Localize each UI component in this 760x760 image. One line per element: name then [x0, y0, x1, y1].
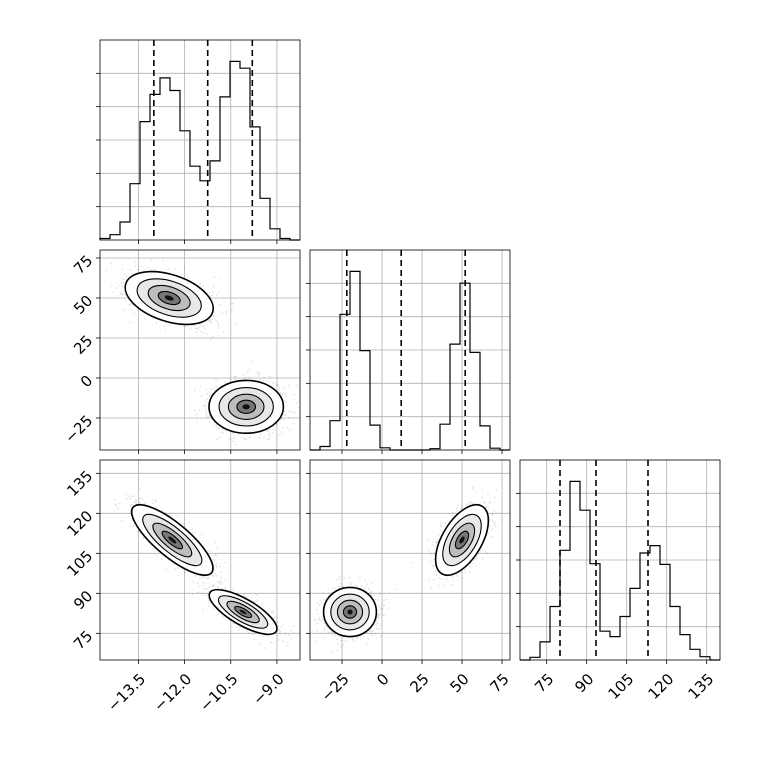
y-tick-label-2-4: 135 [63, 467, 96, 500]
x-tick-label-0-0: −13.5 [104, 670, 149, 715]
contour-0-1-4 [242, 404, 250, 410]
density-frame-0 [99, 249, 301, 451]
x-tick-label-0-2: −10.5 [196, 670, 241, 715]
histogram-panel-1 [306, 249, 511, 454]
x-tick-label-2-1: 90 [571, 670, 597, 696]
y-tick-label-1-2: 25 [70, 332, 96, 358]
histogram-frame-1 [309, 249, 511, 451]
density-frame-1 [99, 459, 301, 661]
x-tick-label-1-1: 0 [373, 670, 392, 689]
density-content-0 [105, 259, 300, 446]
histogram-step-0 [99, 60, 300, 241]
histogram-step-2 [520, 480, 720, 661]
y-tick-label-2-3: 120 [63, 507, 96, 540]
histogram-panel-0 [96, 39, 301, 244]
x-tick-label-2-0: 75 [531, 670, 557, 696]
x-tick-label-2-2: 105 [604, 670, 637, 703]
x-tick-label-1-2: 25 [407, 670, 433, 696]
density-content-2 [313, 486, 499, 653]
x-tick-label-2-4: 135 [684, 670, 717, 703]
y-tick-label-1-0: −25 [61, 412, 96, 447]
histogram-panel-2 [516, 459, 721, 664]
x-tick-label-1-4: 75 [487, 670, 513, 696]
histogram-frame-2 [519, 459, 721, 661]
density-panel-1-2 [306, 459, 511, 664]
contour-2-0-4 [347, 609, 353, 615]
density-content-1 [114, 488, 295, 649]
density-panel-0-1 [96, 249, 301, 454]
x-tick-label-0-3: −9.0 [249, 670, 287, 708]
density-panel-0-2 [96, 459, 301, 664]
y-tick-label-2-2: 105 [63, 547, 96, 580]
y-tick-label-2-1: 90 [70, 587, 96, 613]
density-frame-2 [309, 459, 511, 661]
y-tick-label-1-3: 50 [70, 292, 96, 318]
histogram-step-1 [310, 270, 510, 451]
y-tick-label-1-4: 75 [70, 252, 96, 278]
contour-1-0-4 [168, 536, 177, 544]
contour-0-0-4 [164, 295, 174, 301]
x-tick-label-2-3: 120 [644, 670, 677, 703]
x-tick-label-1-0: −25 [318, 670, 353, 705]
y-tick-label-2-0: 75 [70, 627, 96, 653]
histogram-frame-0 [99, 39, 301, 241]
x-tick-label-1-3: 50 [447, 670, 473, 696]
y-tick-label-1-1: 0 [77, 372, 96, 391]
contour-1-1-4 [239, 609, 247, 615]
contour-2-1-4 [459, 536, 465, 544]
x-tick-label-0-1: −12.0 [150, 670, 195, 715]
